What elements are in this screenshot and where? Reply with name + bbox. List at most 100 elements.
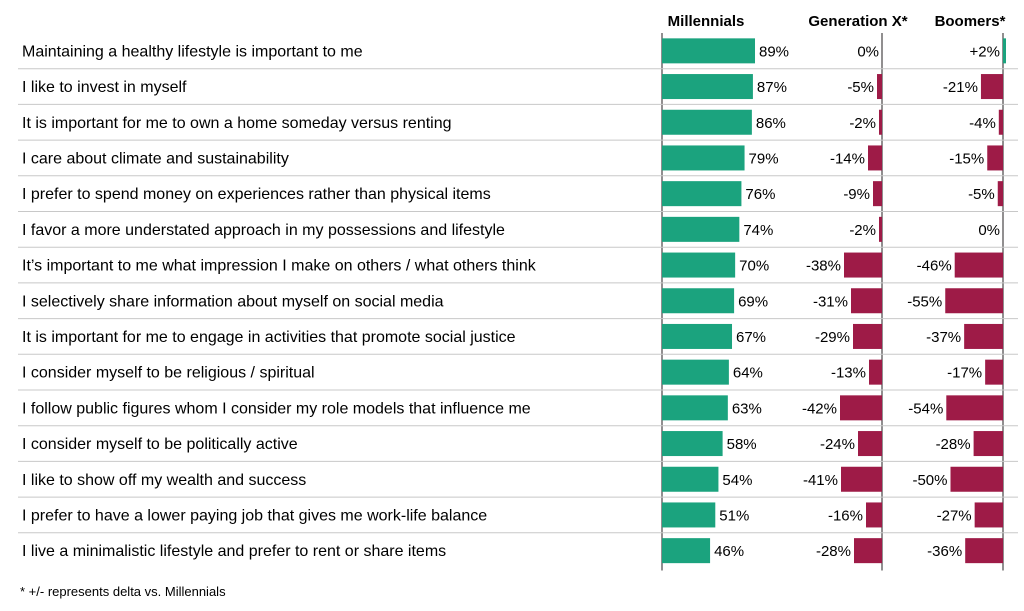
bar-generation-x (844, 252, 882, 278)
bar-generation-x (853, 323, 882, 349)
bar-millennials (662, 466, 719, 492)
bar-boomers (980, 74, 1003, 100)
value-label-generation-x: 0% (857, 43, 879, 60)
value-label-generation-x: -14% (830, 150, 865, 167)
value-label-boomers: -46% (917, 258, 952, 275)
row-statement-label: Maintaining a healthy lifestyle is impor… (22, 43, 363, 60)
bar-generation-x (858, 431, 882, 457)
bar-millennials (662, 38, 756, 64)
footnote: * +/- represents delta vs. Millennials (20, 584, 226, 599)
value-label-boomers: -5% (968, 186, 995, 203)
row-statement-label: It is important for me to engage in acti… (22, 329, 516, 346)
value-label-generation-x: -2% (849, 222, 876, 239)
bar-boomers (1003, 38, 1006, 64)
row-statement-label: I like to invest in myself (22, 79, 187, 96)
bar-generation-x (877, 74, 882, 100)
value-label-millennials: 79% (749, 150, 779, 167)
bar-generation-x (879, 109, 882, 135)
value-label-boomers: -37% (926, 329, 961, 346)
bar-boomers (985, 359, 1003, 385)
row-statement-label: I like to show off my wealth and success (22, 472, 306, 489)
row-statement-label: I favor a more understated approach in m… (22, 222, 505, 239)
bar-boomers (945, 288, 1003, 314)
value-label-generation-x: -9% (843, 186, 870, 203)
column-header-boomers: Boomers* (935, 13, 1006, 30)
value-label-generation-x: -13% (831, 365, 866, 382)
value-label-generation-x: -41% (803, 472, 838, 489)
bar-generation-x (840, 395, 882, 421)
row-statement-label: I consider myself to be religious / spir… (22, 365, 315, 382)
value-label-boomers: -17% (947, 365, 982, 382)
row-statement-label: I live a minimalistic lifestyle and pref… (22, 543, 446, 560)
value-label-boomers: -55% (907, 293, 942, 310)
bar-generation-x (866, 502, 882, 528)
bar-millennials (662, 431, 723, 457)
bar-generation-x (841, 466, 882, 492)
bar-boomers (997, 181, 1003, 207)
value-label-boomers: -36% (927, 543, 962, 560)
value-label-generation-x: -2% (849, 115, 876, 132)
value-label-generation-x: -42% (802, 400, 837, 417)
bar-millennials (662, 216, 740, 242)
value-label-millennials: 46% (714, 543, 744, 560)
value-label-generation-x: -16% (828, 507, 863, 524)
value-label-millennials: 76% (745, 186, 775, 203)
value-label-millennials: 67% (736, 329, 766, 346)
bar-boomers (965, 538, 1003, 564)
value-label-boomers: 0% (978, 222, 1000, 239)
bar-millennials (662, 252, 736, 278)
bar-millennials (662, 502, 716, 528)
bar-boomers (964, 323, 1003, 349)
value-label-millennials: 51% (719, 507, 749, 524)
value-label-generation-x: -28% (816, 543, 851, 560)
value-label-millennials: 89% (759, 43, 789, 60)
bar-millennials (662, 109, 752, 135)
value-label-millennials: 70% (739, 258, 769, 275)
value-label-millennials: 69% (738, 293, 768, 310)
value-label-millennials: 64% (733, 365, 763, 382)
row-statement-label: I selectively share information about my… (22, 293, 444, 310)
value-label-boomers: -27% (937, 507, 972, 524)
value-label-boomers: -4% (969, 115, 996, 132)
bar-generation-x (868, 145, 882, 171)
value-label-boomers: -50% (912, 472, 947, 489)
column-header-generation-x: Generation X* (808, 13, 907, 30)
column-header-millennials: Millennials (668, 13, 745, 30)
bar-boomers (946, 395, 1003, 421)
value-label-millennials: 63% (732, 400, 762, 417)
value-label-generation-x: -5% (847, 79, 874, 96)
value-label-millennials: 86% (756, 115, 786, 132)
row-statement-label: I prefer to have a lower paying job that… (22, 507, 487, 524)
bar-millennials (662, 359, 729, 385)
bar-boomers (950, 466, 1003, 492)
value-label-boomers: +2% (970, 43, 1000, 60)
bar-millennials (662, 145, 745, 171)
value-label-generation-x: -31% (813, 293, 848, 310)
value-label-millennials: 58% (727, 436, 757, 453)
bar-boomers (954, 252, 1003, 278)
bar-boomers (998, 109, 1003, 135)
value-label-generation-x: -29% (815, 329, 850, 346)
row-statement-label: I consider myself to be politically acti… (22, 436, 298, 453)
value-label-millennials: 74% (743, 222, 773, 239)
bar-millennials (662, 395, 728, 421)
bar-millennials (662, 74, 753, 100)
bar-generation-x (879, 216, 882, 242)
bar-generation-x (851, 288, 882, 314)
row-statement-label: It’s important to me what impression I m… (22, 258, 537, 275)
bar-boomers (987, 145, 1003, 171)
bar-millennials (662, 181, 742, 207)
bar-boomers (974, 502, 1003, 528)
row-statement-label: It is important for me to own a home som… (22, 115, 452, 132)
value-label-millennials: 54% (722, 472, 752, 489)
value-label-boomers: -15% (949, 150, 984, 167)
bar-millennials (662, 323, 733, 349)
row-statement-label: I prefer to spend money on experiences r… (22, 186, 491, 203)
row-statement-label: I follow public figures whom I consider … (22, 400, 531, 417)
value-label-boomers: -21% (943, 79, 978, 96)
value-label-millennials: 87% (757, 79, 787, 96)
row-statement-label: I care about climate and sustainability (22, 150, 289, 167)
value-label-boomers: -54% (908, 400, 943, 417)
value-label-generation-x: -24% (820, 436, 855, 453)
